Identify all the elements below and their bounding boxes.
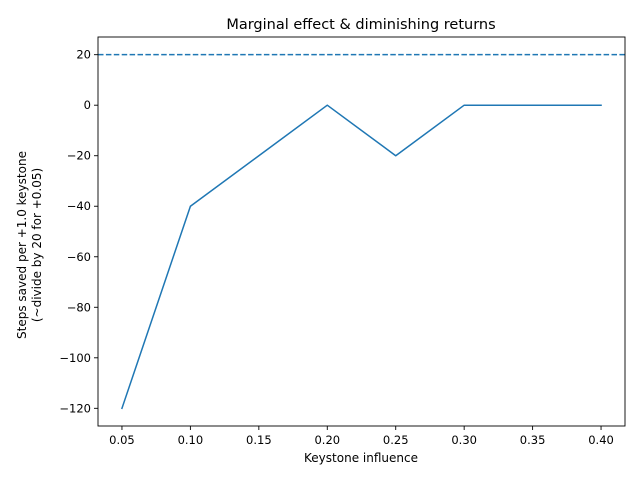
y-tick-label: −60 bbox=[67, 250, 91, 264]
y-tick-label: −40 bbox=[67, 199, 91, 213]
y-tick-label: 0 bbox=[84, 98, 91, 112]
y-axis-label-line-2: (~divide by 20 for +0.05) bbox=[30, 168, 44, 322]
y-axis-label: Steps saved per +1.0 keystone (~divide b… bbox=[15, 151, 44, 339]
x-tick-label: 0.30 bbox=[451, 433, 477, 447]
axes-frame bbox=[97, 36, 626, 427]
y-tick-label: −80 bbox=[67, 300, 91, 314]
y-tick-label: 20 bbox=[76, 48, 91, 62]
series-line-1 bbox=[120, 104, 602, 410]
x-tick-label: 0.40 bbox=[588, 433, 614, 447]
y-tick-label: −120 bbox=[59, 401, 91, 415]
chart-title: Marginal effect & diminishing returns bbox=[226, 17, 495, 33]
x-tick-label: 0.05 bbox=[109, 433, 135, 447]
x-tick-label: 0.15 bbox=[246, 433, 272, 447]
plot-area: 0.05 0.10 0.15 0.20 0.25 0.30 0.35 0.40 −120 −100… bbox=[59, 36, 626, 447]
x-tick-label: 0.25 bbox=[383, 433, 409, 447]
x-axis-label: Keystone influence bbox=[304, 451, 418, 465]
y-tick-label: −20 bbox=[67, 149, 91, 163]
x-tick-label: 0.20 bbox=[314, 433, 340, 447]
x-tick-label: 0.10 bbox=[178, 433, 204, 447]
y-tick-label: −100 bbox=[59, 351, 91, 365]
y-axis-label-line-1: Steps saved per +1.0 keystone bbox=[15, 151, 29, 339]
x-tick-label: 0.35 bbox=[520, 433, 546, 447]
